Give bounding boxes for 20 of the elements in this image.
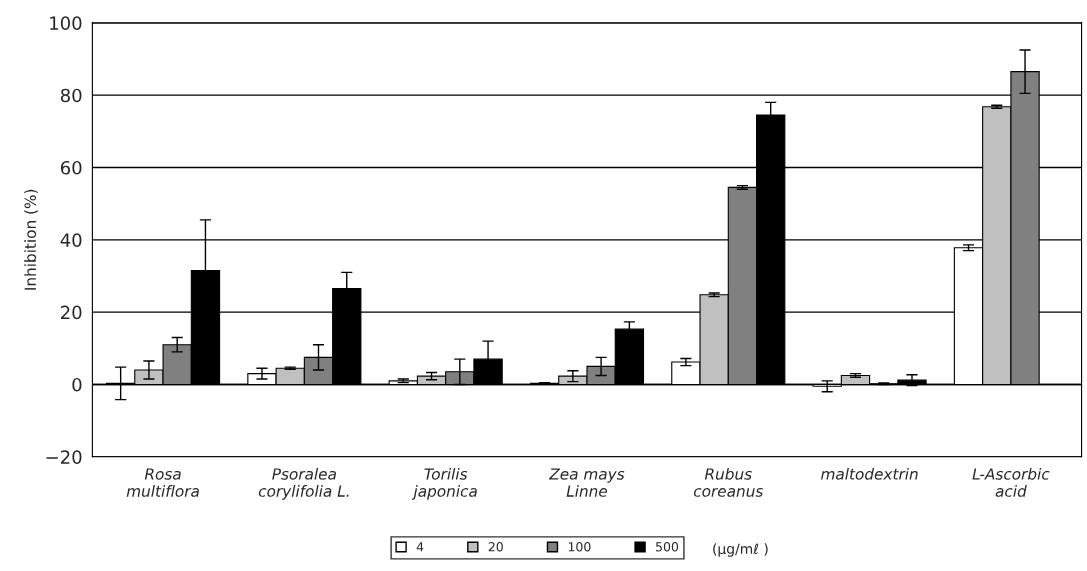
x-tick-label: Zea mays Linne [548,468,625,497]
legend-label: 500 [656,542,679,552]
y-tick-label: −20 [46,450,82,464]
legend-label: 20 [488,542,503,552]
x-tick-label: Psoralea corylifolia L. [258,467,349,500]
text: (μg/mℓ ) [713,543,768,557]
y-tick-label: 60 [60,160,82,175]
x-tick-label: Torilis japonica [411,467,477,500]
x-tick-label: Rubus coreanus [693,467,764,497]
x-tick-label: maltodextrin [821,467,918,480]
legend-label: 100 [568,542,591,552]
y-tick-label: 100 [50,16,82,30]
y-tick-label: 0 [72,377,82,392]
y-tick-label: 40 [60,233,82,247]
x-tick-label: Rosa multiflora [126,468,199,497]
x-tick-label: L-Ascorbic acid [972,467,1050,497]
y-tick-label: 20 [61,305,82,320]
y-tick-label: 80 [60,88,82,103]
y-axis-title: Inhibition (%) [24,189,38,290]
legend-label: 4 [416,542,424,552]
